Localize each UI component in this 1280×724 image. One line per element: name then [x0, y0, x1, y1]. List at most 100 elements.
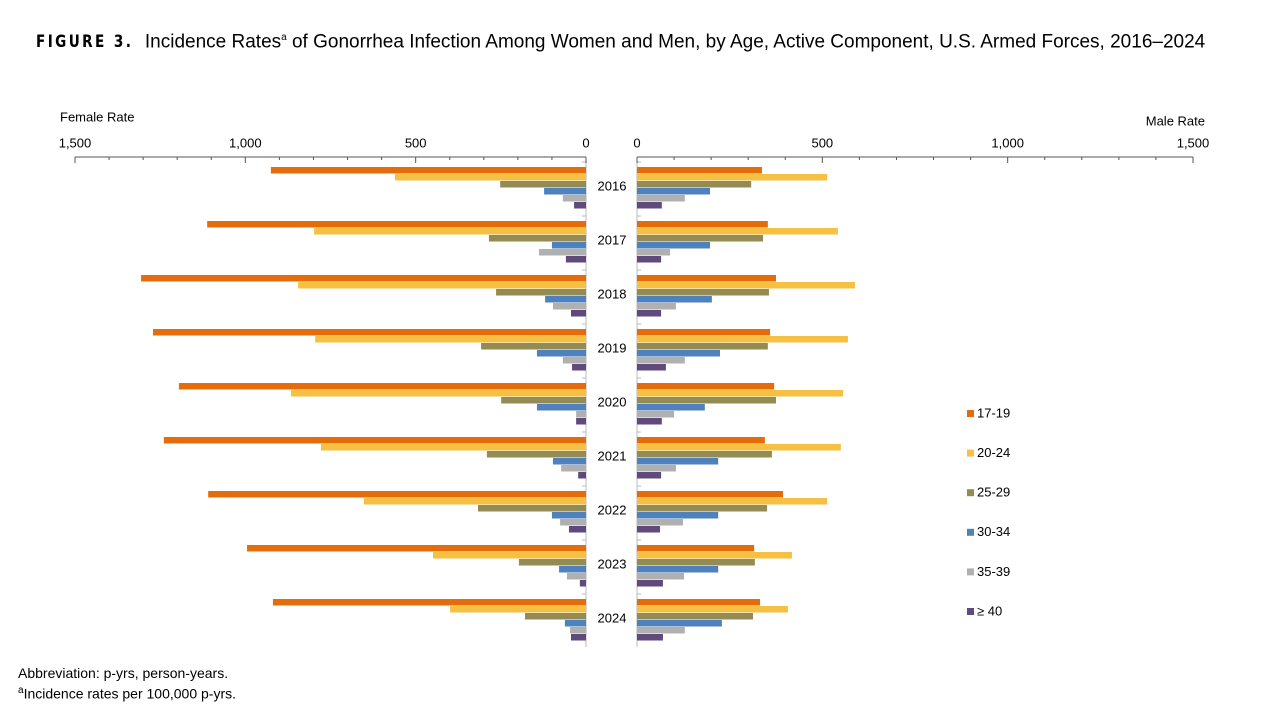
bar	[637, 566, 719, 573]
bar	[637, 242, 711, 249]
bar	[637, 195, 685, 202]
bar	[637, 357, 685, 364]
bar	[637, 397, 776, 404]
bar	[579, 580, 586, 587]
bar	[637, 599, 761, 606]
bar	[501, 397, 586, 404]
bar	[207, 221, 587, 228]
category-label: 2024	[598, 610, 627, 625]
bar	[518, 559, 586, 566]
bar	[141, 275, 586, 282]
bar	[178, 383, 587, 390]
bar	[637, 620, 722, 627]
bar	[576, 418, 586, 425]
notes: Abbreviation: p-yrs, person-years. aInci…	[18, 664, 236, 703]
bar	[560, 519, 586, 526]
x-tick-label: 1,000	[991, 135, 1024, 150]
bar	[637, 221, 768, 228]
bar	[637, 627, 685, 634]
category-label: 2017	[598, 232, 627, 247]
bar	[569, 627, 586, 634]
bar	[637, 303, 676, 310]
bar	[315, 336, 586, 343]
legend-swatch	[967, 528, 974, 536]
bar	[363, 498, 586, 505]
bar	[551, 512, 586, 519]
bar	[637, 472, 662, 479]
bar	[637, 202, 662, 209]
note-text: Incidence rates per 100,000 p-yrs.	[23, 685, 237, 702]
bar	[320, 444, 586, 451]
bar	[637, 418, 662, 425]
bar	[433, 552, 586, 559]
bar	[552, 303, 586, 310]
category-label: 2019	[598, 340, 627, 355]
bar	[637, 552, 792, 559]
bar	[637, 545, 755, 552]
legend-swatch	[967, 489, 974, 497]
category-label: 2018	[598, 286, 627, 301]
x-tick-label: 0	[633, 135, 640, 150]
figure-label: FIGURE 3.	[36, 32, 134, 53]
bar	[637, 613, 754, 620]
bar	[564, 620, 586, 627]
legend-swatch	[967, 568, 974, 576]
footnote-marker: a	[281, 32, 287, 43]
bar	[637, 404, 705, 411]
bar	[637, 498, 828, 505]
bar	[290, 390, 586, 397]
x-tick-label: 500	[811, 135, 833, 150]
bar	[637, 275, 776, 282]
x-tick-label: 500	[405, 135, 427, 150]
bar	[637, 256, 662, 263]
bar	[637, 188, 711, 195]
bar	[637, 350, 721, 357]
chart: 1,500 1,000 500 0 Female Rate 0 500 1,000 1,500 M…	[59, 109, 1210, 647]
bar	[637, 174, 828, 181]
bar	[314, 228, 586, 235]
bar	[637, 228, 838, 235]
bar	[637, 296, 712, 303]
bar	[637, 235, 764, 242]
bar	[637, 526, 660, 533]
bar	[562, 195, 586, 202]
bar	[536, 404, 586, 411]
bar	[637, 458, 719, 465]
bar	[565, 256, 586, 263]
legend-label: 30-34	[977, 524, 1010, 539]
bar	[637, 329, 771, 336]
bar	[637, 249, 670, 256]
bar	[545, 296, 586, 303]
bar	[572, 364, 586, 371]
bar	[637, 282, 855, 289]
bar	[272, 599, 586, 606]
bar	[637, 505, 768, 512]
category-label: 2016	[598, 178, 627, 193]
bar	[568, 526, 586, 533]
axis-label: Female Rate	[60, 109, 134, 124]
bar	[637, 437, 765, 444]
category-label: 2021	[598, 448, 627, 463]
bar	[637, 181, 752, 188]
bar	[578, 472, 586, 479]
x-tick-label: 1,000	[229, 135, 262, 150]
bar	[153, 329, 586, 336]
bar	[562, 357, 586, 364]
bar	[637, 444, 841, 451]
bar	[637, 289, 769, 296]
bar	[566, 573, 586, 580]
note: aIncidence rates per 100,000 p-yrs.	[18, 682, 236, 703]
bar	[488, 235, 586, 242]
x-tick-label: 1,500	[1177, 135, 1210, 150]
bar	[637, 364, 666, 371]
legend-swatch	[967, 410, 974, 417]
bar	[163, 437, 586, 444]
bar	[481, 343, 586, 350]
bar	[561, 465, 586, 472]
legend-label: 17-19	[977, 405, 1010, 420]
bar	[637, 580, 663, 587]
footnote-marker: a	[18, 685, 24, 696]
legend-label: 35-39	[977, 564, 1010, 579]
bar	[450, 606, 586, 613]
